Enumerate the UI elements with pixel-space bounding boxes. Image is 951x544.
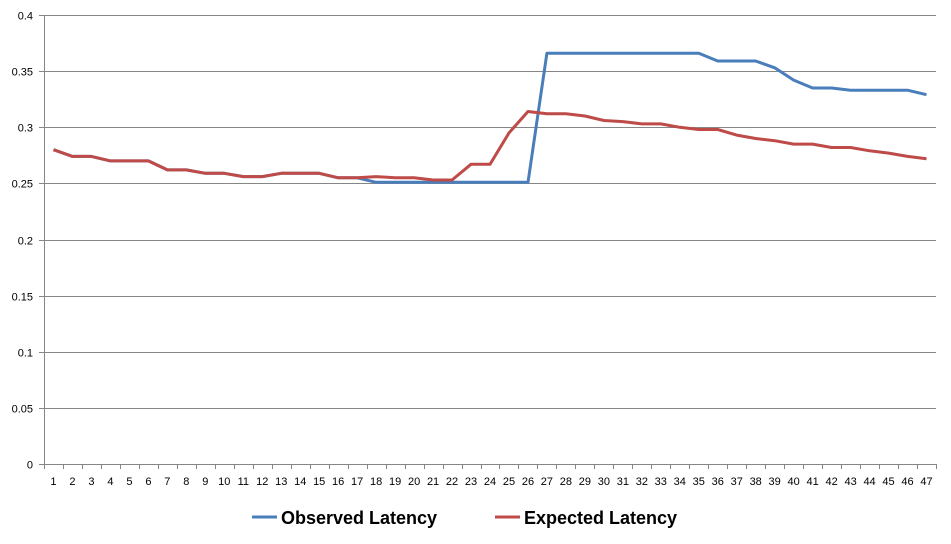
x-tick-label: 19 xyxy=(389,476,401,488)
x-tick-label: 22 xyxy=(446,476,458,488)
x-tick-label: 12 xyxy=(256,476,268,488)
x-tick-label: 46 xyxy=(901,476,913,488)
x-tick-label: 42 xyxy=(825,476,837,488)
x-tick-label: 1 xyxy=(50,476,56,488)
x-tick-label: 6 xyxy=(145,476,151,488)
y-tick-label: 0.4 xyxy=(18,11,33,23)
x-tick-label: 32 xyxy=(636,476,648,488)
x-tick-label: 28 xyxy=(560,476,572,488)
x-tick-label: 11 xyxy=(238,476,249,488)
y-axis-ticks: 0 0.05 0.1 0.15 0.2 0.25 0.3 0.35 0.4 xyxy=(12,11,44,472)
series-line-expected xyxy=(53,110,927,182)
x-tick-label: 40 xyxy=(788,476,800,488)
y-tick-label: 0 xyxy=(27,460,33,472)
y-tick-label: 0.3 xyxy=(18,123,33,135)
x-tick-label: 16 xyxy=(332,476,344,488)
x-tick-label: 23 xyxy=(465,476,477,488)
x-tick-label: 14 xyxy=(294,476,306,488)
legend: Observed Latency Expected Latency xyxy=(252,508,677,528)
x-tick-label: 2 xyxy=(69,476,75,488)
x-tick-label: 25 xyxy=(503,476,515,488)
y-tick-label: 0.15 xyxy=(12,292,33,304)
x-tick-label: 45 xyxy=(882,476,894,488)
x-tick-label: 7 xyxy=(164,476,170,488)
x-tick-label: 15 xyxy=(313,476,325,488)
x-axis-ticks: 1 2 3 4 5 6 7 8 9 10 11 12 13 14 15 16 17 18 19 20 21 22 23 24 2… xyxy=(44,464,937,488)
x-tick-label: 39 xyxy=(769,476,781,488)
x-tick-label: 17 xyxy=(351,476,363,488)
x-tick-label: 44 xyxy=(863,476,875,488)
x-tick-label: 5 xyxy=(126,476,132,488)
x-tick-label: 9 xyxy=(202,476,208,488)
x-tick-label: 30 xyxy=(598,476,610,488)
x-tick-label: 24 xyxy=(484,476,496,488)
x-tick-label: 41 xyxy=(807,476,819,488)
x-tick-label: 13 xyxy=(275,476,287,488)
x-tick-label: 18 xyxy=(370,476,382,488)
series-lines xyxy=(53,51,927,184)
x-tick-label: 20 xyxy=(408,476,420,488)
x-tick-label: 3 xyxy=(88,476,94,488)
x-tick-label: 29 xyxy=(579,476,591,488)
y-tick-label: 0.05 xyxy=(12,404,33,416)
x-tick-label: 31 xyxy=(617,476,629,488)
x-tick-label: 34 xyxy=(674,476,686,488)
y-tick-label: 0.35 xyxy=(12,67,33,79)
y-tick-label: 0.2 xyxy=(18,236,33,248)
x-tick-label: 37 xyxy=(731,476,743,488)
x-tick-label: 8 xyxy=(183,476,189,488)
legend-label-expected: Expected Latency xyxy=(524,508,677,528)
x-tick-label: 47 xyxy=(920,476,932,488)
x-tick-label: 21 xyxy=(427,476,439,488)
x-tick-label: 4 xyxy=(107,476,113,488)
axes xyxy=(44,15,936,465)
x-tick-label: 36 xyxy=(712,476,724,488)
y-tick-label: 0.25 xyxy=(12,179,33,191)
legend-label-observed: Observed Latency xyxy=(281,508,437,528)
x-tick-label: 26 xyxy=(522,476,534,488)
y-tick-label: 0.1 xyxy=(18,348,33,360)
x-tick-label: 10 xyxy=(218,476,230,488)
x-tick-label: 33 xyxy=(655,476,667,488)
x-tick-label: 38 xyxy=(750,476,762,488)
x-tick-label: 27 xyxy=(541,476,553,488)
x-tick-label: 35 xyxy=(693,476,705,488)
x-tick-label: 43 xyxy=(844,476,856,488)
